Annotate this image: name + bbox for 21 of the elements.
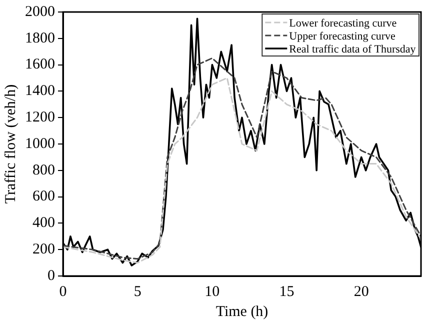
x-tick-label: 20: [354, 284, 369, 300]
y-tick-label: 800: [32, 162, 55, 178]
x-tick-label: 15: [279, 284, 294, 300]
x-tick-label: 5: [134, 284, 142, 300]
legend-label: Lower forecasting curve: [289, 17, 397, 30]
y-tick-label: 0: [48, 268, 55, 284]
x-tick-label: 10: [204, 284, 220, 300]
y-tick-label: 2000: [25, 4, 55, 20]
y-tick-label: 600: [32, 188, 55, 205]
y-tick-label: 400: [32, 215, 55, 232]
x-axis-title: Time (h): [216, 304, 268, 320]
legend-label: Upper forecasting curve: [289, 30, 396, 42]
y-tick-label: 1800: [25, 30, 55, 46]
y-tick-label: 1600: [25, 56, 55, 73]
y-tick-label: 1400: [25, 83, 55, 100]
y-axis-title: Traffic flow (veh/h): [2, 84, 19, 204]
y-tick-label: 1000: [25, 136, 55, 152]
legend-label: Real traffic data of Thursday: [289, 43, 416, 56]
y-tick-label: 1200: [25, 110, 55, 126]
y-tick-label: 200: [32, 242, 55, 258]
x-tick-label: 0: [59, 284, 67, 300]
